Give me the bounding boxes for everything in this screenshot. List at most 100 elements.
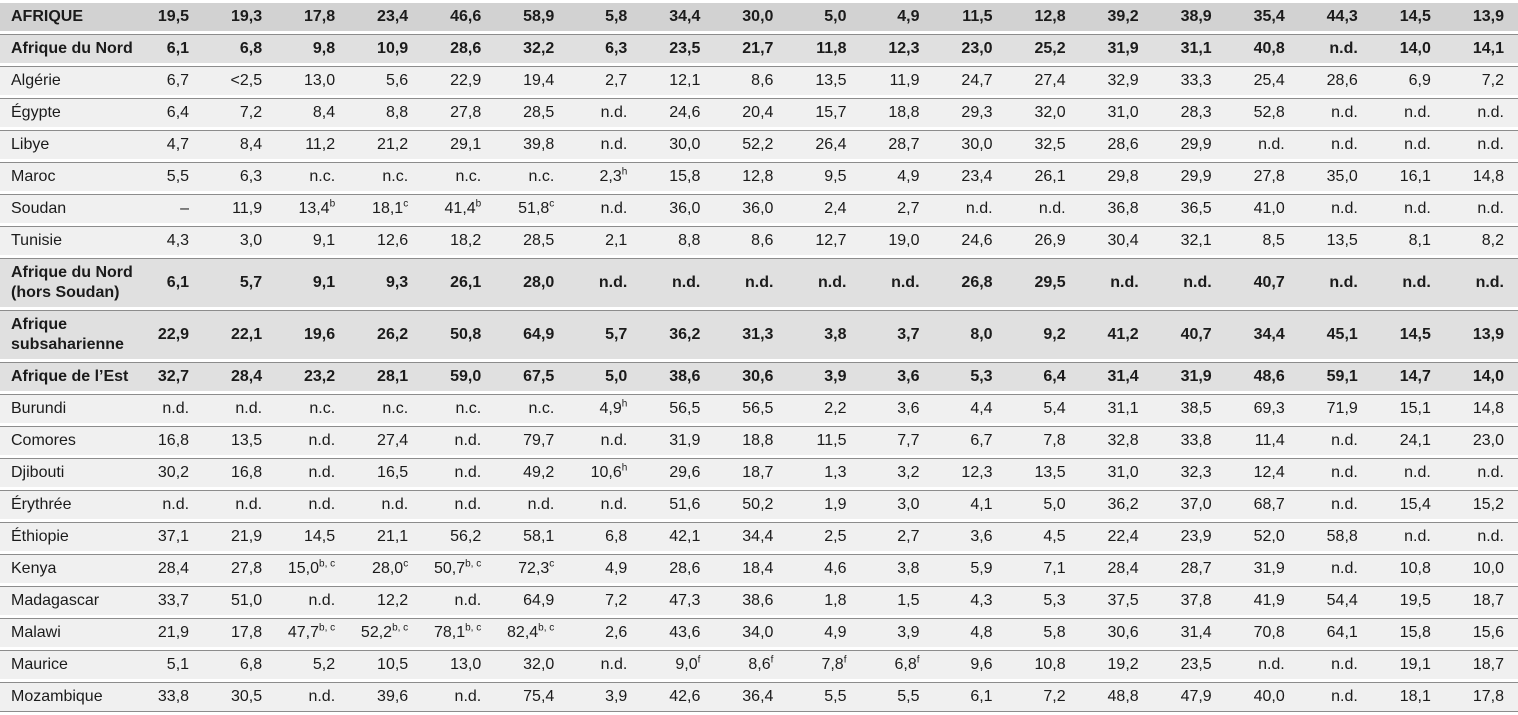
table-cell: 5,2 <box>276 650 350 679</box>
row-label: Tunisie <box>0 226 130 255</box>
table-cell: n.d. <box>1444 130 1518 159</box>
table-cell: 5,5 <box>787 682 861 712</box>
row-label: Madagascar <box>0 586 130 615</box>
table-cell: 2,1 <box>568 226 642 255</box>
table-cell: 52,2 <box>714 130 788 159</box>
table-cell: 23,5 <box>641 34 715 63</box>
table-cell: n.d. <box>568 650 642 679</box>
table-cell: 22,4 <box>1079 522 1153 551</box>
table-cell: 1,5 <box>860 586 934 615</box>
table-cell: 49,2 <box>495 458 569 487</box>
table-row: Maurice 5,1 6,8 5,2 10,5 13,0 32,0 n.d. 9,0f 8,6f… <box>0 650 1518 679</box>
table-cell: 36,5 <box>1152 194 1226 223</box>
table-cell: 56,5 <box>714 394 788 423</box>
table-cell: 69,3 <box>1225 394 1299 423</box>
table-cell: 11,9 <box>203 194 277 223</box>
table-cell: 38,9 <box>1152 3 1226 31</box>
table-cell: 7,1 <box>1006 554 1080 583</box>
row-label: Maurice <box>0 650 130 679</box>
table-row: Afrique de l’Est 32,7 28,4 23,2 28,1 59,0 67,5… <box>0 362 1518 391</box>
footnote-superscript: b, c <box>392 622 409 634</box>
table-cell: 17,8 <box>1444 682 1518 712</box>
table-cell: 28,6 <box>1079 130 1153 159</box>
table-cell: 13,5 <box>1006 458 1080 487</box>
table-cell: 14,7 <box>1371 362 1445 391</box>
table-cell: 41,2 <box>1079 310 1153 359</box>
table-cell: 27,8 <box>203 554 277 583</box>
table-cell: 5,3 <box>933 362 1007 391</box>
table-cell: 52,8 <box>1225 98 1299 127</box>
table-cell: 64,9 <box>495 586 569 615</box>
table-cell: n.d. <box>1371 258 1445 307</box>
table-cell: 12,6 <box>349 226 423 255</box>
table-cell: 5,8 <box>1006 618 1080 647</box>
table-cell: 14,0 <box>1444 362 1518 391</box>
table-cell: 27,4 <box>349 426 423 455</box>
table-cell: 19,1 <box>1371 650 1445 679</box>
table-cell: 16,1 <box>1371 162 1445 191</box>
table-cell: 29,1 <box>422 130 496 159</box>
table-cell: 43,6 <box>641 618 715 647</box>
table-cell: 30,2 <box>130 458 204 487</box>
table-row: Soudan –11,9 13,4b 18,1c 41,4b 51,8c n.d. 36,0 3… <box>0 194 1518 223</box>
table-cell: 52,0 <box>1225 522 1299 551</box>
table-cell: n.d. <box>276 426 350 455</box>
table-cell: 7,7 <box>860 426 934 455</box>
table-cell: 41,9 <box>1225 586 1299 615</box>
table-cell: 4,9 <box>568 554 642 583</box>
row-label: Érythrée <box>0 490 130 519</box>
table-cell: 47,9 <box>1152 682 1226 712</box>
row-label: Éthiopie <box>0 522 130 551</box>
table-cell: 33,8 <box>130 682 204 712</box>
table-cell: 5,0 <box>787 3 861 31</box>
table-cell: 15,1 <box>1371 394 1445 423</box>
table-cell: 18,1c <box>349 194 423 223</box>
table-row: Comores 16,8 13,5 n.d. 27,4 n.d. 79,7 n.d. 31,9 1… <box>0 426 1518 455</box>
table-cell: 4,4 <box>933 394 1007 423</box>
table-cell: 34,4 <box>641 3 715 31</box>
row-label: Afrique de l’Est <box>0 362 130 391</box>
table-cell: n.d. <box>1371 98 1445 127</box>
table-cell: 9,8 <box>276 34 350 63</box>
table-cell: 51,8c <box>495 194 569 223</box>
table-cell: 12,1 <box>641 66 715 95</box>
table-cell: 3,7 <box>860 310 934 359</box>
table-cell: 40,7 <box>1152 310 1226 359</box>
table-cell: 4,1 <box>933 490 1007 519</box>
table-cell: 5,0 <box>1006 490 1080 519</box>
table-cell: 32,8 <box>1079 426 1153 455</box>
table-cell: 15,8 <box>1371 618 1445 647</box>
table-cell: 13,9 <box>1444 310 1518 359</box>
table-cell: 8,0 <box>933 310 1007 359</box>
table-cell: 34,0 <box>714 618 788 647</box>
table-cell: 2,3h <box>568 162 642 191</box>
table-cell: n.d. <box>568 98 642 127</box>
table-cell: 4,9h <box>568 394 642 423</box>
table-cell: 4,9 <box>860 162 934 191</box>
table-cell: 4,3 <box>933 586 1007 615</box>
table-cell: 5,7 <box>568 310 642 359</box>
table-cell: 21,7 <box>714 34 788 63</box>
row-label: AFRIQUE <box>0 3 130 31</box>
table-cell: 6,9 <box>1371 66 1445 95</box>
row-label: Djibouti <box>0 458 130 487</box>
table-cell: n.d. <box>1371 458 1445 487</box>
table-cell: 40,0 <box>1225 682 1299 712</box>
table-cell: 8,4 <box>203 130 277 159</box>
table-cell: 25,4 <box>1225 66 1299 95</box>
table-cell: 46,6 <box>422 3 496 31</box>
table-cell: 13,0 <box>422 650 496 679</box>
table-cell: n.d. <box>1225 650 1299 679</box>
table-cell: 79,7 <box>495 426 569 455</box>
table-cell: 28,0c <box>349 554 423 583</box>
table-cell: n.d. <box>1298 554 1372 583</box>
table-cell: 58,8 <box>1298 522 1372 551</box>
table-cell: n.d. <box>1298 98 1372 127</box>
table-cell: n.c. <box>276 162 350 191</box>
row-label: Burundi <box>0 394 130 423</box>
row-label: Afrique du Nord <box>0 34 133 63</box>
table-cell: 21,9 <box>203 522 277 551</box>
table-cell: 22,9 <box>130 310 204 359</box>
table-cell: 70,8 <box>1225 618 1299 647</box>
table-cell: 6,4 <box>1006 362 1080 391</box>
